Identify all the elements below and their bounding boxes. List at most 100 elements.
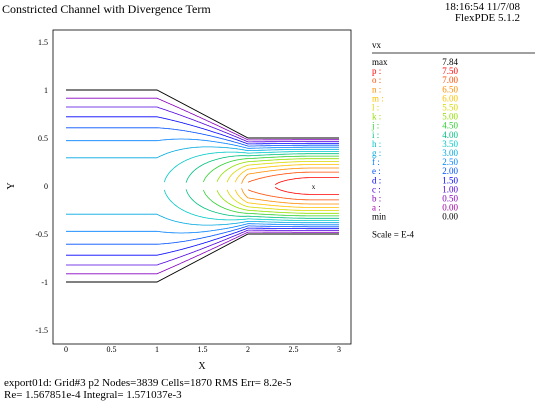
y-tick-label: 0.5 bbox=[38, 134, 48, 143]
contour-f-upper bbox=[66, 138, 339, 149]
legend-value-j: 4.50 bbox=[442, 121, 458, 131]
legend-key-j: j : bbox=[371, 121, 379, 131]
legend-key-m: m : bbox=[372, 93, 384, 103]
y-tick-label: -0.5 bbox=[35, 230, 48, 239]
legend-value-e: 2.00 bbox=[442, 166, 458, 176]
legend-value-l: 5.50 bbox=[442, 103, 458, 113]
x-tick-label: 2.5 bbox=[289, 345, 299, 354]
legend: vx max 7.84 p : 7.50 o : 7.00 n : 6.50 m : 6.00 l :… bbox=[371, 40, 535, 240]
y-tick-label: 1 bbox=[44, 86, 48, 95]
plot-frame bbox=[52, 29, 352, 345]
legend-max-key: max bbox=[372, 57, 388, 67]
legend-value-a: 0.00 bbox=[442, 203, 458, 213]
contour-k-upper bbox=[216, 158, 339, 182]
legend-value-p: 7.50 bbox=[442, 66, 458, 76]
contour-j-lower bbox=[203, 189, 339, 217]
x-tick-label: 0 bbox=[64, 345, 68, 354]
legend-key-k: k : bbox=[372, 112, 381, 122]
y-tick-label: -1.5 bbox=[35, 326, 48, 335]
x-tick-label: 2 bbox=[246, 345, 250, 354]
legend-scale: Scale = E-4 bbox=[372, 230, 415, 240]
legend-key-l: l : bbox=[372, 103, 379, 113]
contour-h-lower bbox=[163, 189, 339, 222]
legend-value-c: 1.00 bbox=[442, 184, 458, 194]
contour-c-lower bbox=[66, 229, 339, 266]
upper-wall bbox=[66, 89, 339, 139]
legend-key-a: a : bbox=[372, 203, 381, 213]
legend-min-key: min bbox=[372, 212, 387, 222]
legend-key-c: c : bbox=[372, 184, 381, 194]
y-tick-label: -1 bbox=[41, 278, 48, 287]
legend-key-n: n : bbox=[372, 84, 381, 94]
legend-key-p: p : bbox=[372, 66, 381, 76]
legend-key-f: f : bbox=[372, 157, 380, 167]
legend-min-value: 0.00 bbox=[442, 212, 458, 222]
legend-title: vx bbox=[372, 40, 382, 50]
legend-key-h: h : bbox=[372, 139, 381, 149]
x-tick-label: 3 bbox=[337, 345, 341, 354]
software-version: FlexPDE 5.1.2 bbox=[454, 12, 520, 24]
y-axis-ticks: 1.5 1 0.5 0 -0.5 -1 -1.5 bbox=[35, 38, 48, 335]
contour-n-upper bbox=[241, 167, 339, 184]
contour-k-lower bbox=[216, 190, 339, 214]
legend-value-n: 6.50 bbox=[442, 84, 458, 94]
x-tick-label: 1 bbox=[155, 345, 159, 354]
contour-l-lower bbox=[226, 189, 339, 211]
contour-d-upper bbox=[66, 116, 339, 145]
legend-max-value: 7.84 bbox=[442, 57, 458, 67]
run-time: 18:16:54 11/7/08 bbox=[444, 1, 520, 13]
legend-value-f: 2.50 bbox=[442, 157, 458, 167]
contour-g-lower bbox=[66, 213, 339, 226]
integral-info: Re= 1.567851e-4 Integral= 1.571037e-3 bbox=[4, 389, 182, 401]
y-tick-label: 0 bbox=[44, 182, 48, 191]
contour-p-lower bbox=[275, 186, 339, 195]
timestamp-block: 18:16:54 11/7/08 FlexPDE 5.1.2 bbox=[445, 2, 520, 24]
contour-b-upper bbox=[66, 97, 339, 141]
contour-m-upper bbox=[234, 164, 339, 183]
contour-j-upper bbox=[203, 155, 339, 183]
legend-key-o: o : bbox=[372, 75, 381, 85]
contour-e-upper bbox=[66, 127, 339, 147]
grid-info: export01d: Grid#3 p2 Nodes=3839 Cells=18… bbox=[4, 377, 292, 389]
contour-m-lower bbox=[234, 189, 339, 208]
contour-i-upper bbox=[185, 153, 339, 183]
contour-i-lower bbox=[185, 189, 339, 219]
legend-key-g: g : bbox=[372, 148, 381, 158]
contour-o-upper bbox=[247, 171, 339, 183]
legend-value-i: 4.00 bbox=[442, 130, 458, 140]
contour-e-lower bbox=[66, 225, 339, 245]
y-axis-label: Y bbox=[6, 182, 17, 189]
contour-f-lower bbox=[66, 223, 339, 234]
contour-o-lower bbox=[247, 189, 339, 201]
contour-n-lower bbox=[241, 188, 339, 205]
legend-key-b: b : bbox=[372, 194, 381, 204]
legend-value-k: 5.00 bbox=[442, 112, 458, 122]
legend-key-d: d : bbox=[372, 175, 381, 185]
contour-p-upper bbox=[275, 177, 339, 186]
contour-b-lower bbox=[66, 231, 339, 275]
chart-title: Constricted Channel with Divergence Term bbox=[2, 2, 211, 16]
domain-boundary bbox=[66, 89, 339, 283]
contour-d-lower bbox=[66, 227, 339, 256]
contour-l-upper bbox=[226, 161, 339, 183]
x-tick-label: 0.5 bbox=[107, 345, 117, 354]
contour-lines: x bbox=[66, 97, 339, 275]
x-tick-label: 1.5 bbox=[198, 345, 208, 354]
legend-value-h: 3.50 bbox=[442, 139, 458, 149]
y-tick-label: 1.5 bbox=[38, 38, 48, 47]
contour-c-upper bbox=[66, 106, 339, 143]
x-axis-ticks: 0 0.5 1 1.5 2 2.5 3 bbox=[64, 345, 341, 354]
legend-value-d: 1.50 bbox=[442, 175, 458, 185]
legend-key-e: e : bbox=[372, 166, 381, 176]
legend-value-m: 6.00 bbox=[442, 93, 458, 103]
x-axis-label: X bbox=[198, 361, 206, 372]
contour-h-upper bbox=[163, 150, 339, 183]
legend-value-b: 0.50 bbox=[442, 194, 458, 204]
max-marker: x bbox=[312, 183, 316, 191]
legend-key-i: i : bbox=[372, 130, 379, 140]
contour-g-upper bbox=[66, 146, 339, 159]
legend-value-o: 7.00 bbox=[442, 75, 458, 85]
lower-wall bbox=[66, 233, 339, 283]
legend-value-g: 3.00 bbox=[442, 148, 458, 158]
